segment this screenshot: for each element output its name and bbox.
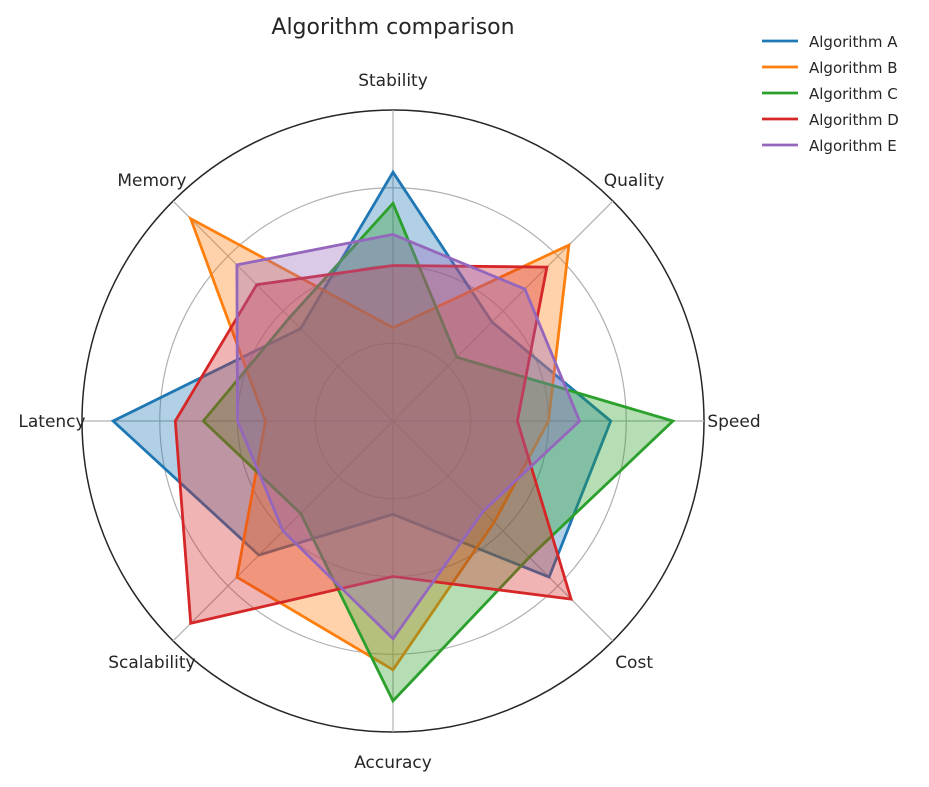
chart-title: Algorithm comparison	[271, 15, 514, 40]
series-line-algorithm-d	[173, 264, 574, 626]
spoke-memory	[172, 200, 394, 422]
series-algorithm-e	[235, 232, 582, 641]
legend-item-algorithm-e: Algorithm E	[762, 137, 897, 155]
series-fill-algorithm-c	[203, 203, 673, 701]
legend-item-algorithm-a: Algorithm A	[762, 33, 898, 51]
series-fill-algorithm-e	[236, 234, 580, 639]
series-fill-algorithm-d	[175, 265, 572, 624]
axis-label-speed: Speed	[707, 412, 760, 432]
series-line-algorithm-c	[201, 200, 676, 704]
axis-label-cost: Cost	[615, 653, 653, 673]
series-algorithm-d	[173, 264, 574, 626]
radar-series	[110, 169, 676, 704]
series-algorithm-a	[110, 169, 613, 579]
series-line-algorithm-b	[188, 215, 571, 672]
spoke-cost	[392, 420, 614, 642]
legend: Algorithm A Algorithm B Algorithm C Algorit…	[762, 33, 899, 155]
legend-label: Algorithm E	[809, 137, 897, 155]
axis-labels: Speed Quality Stability Memory Latency Scalab…	[18, 71, 760, 773]
axis-label-stability: Stability	[358, 71, 428, 91]
legend-label: Algorithm A	[809, 33, 898, 51]
legend-label: Algorithm D	[809, 111, 899, 129]
series-line-algorithm-a	[110, 169, 613, 579]
series-fill-algorithm-b	[190, 218, 569, 670]
legend-label: Algorithm B	[809, 59, 898, 77]
series-line-algorithm-e	[235, 232, 582, 641]
legend-item-algorithm-d: Algorithm D	[762, 111, 899, 129]
axis-label-memory: Memory	[117, 171, 186, 191]
axis-label-accuracy: Accuracy	[354, 753, 432, 773]
series-algorithm-c	[201, 200, 676, 704]
axis-label-latency: Latency	[18, 412, 85, 432]
axis-label-quality: Quality	[604, 171, 665, 191]
spoke-quality	[392, 200, 614, 422]
series-algorithm-b	[188, 215, 571, 672]
legend-item-algorithm-b: Algorithm B	[762, 59, 898, 77]
axis-label-scalability: Scalability	[108, 653, 195, 673]
legend-item-algorithm-c: Algorithm C	[762, 85, 898, 103]
series-fill-algorithm-a	[113, 172, 611, 578]
legend-label: Algorithm C	[809, 85, 898, 103]
